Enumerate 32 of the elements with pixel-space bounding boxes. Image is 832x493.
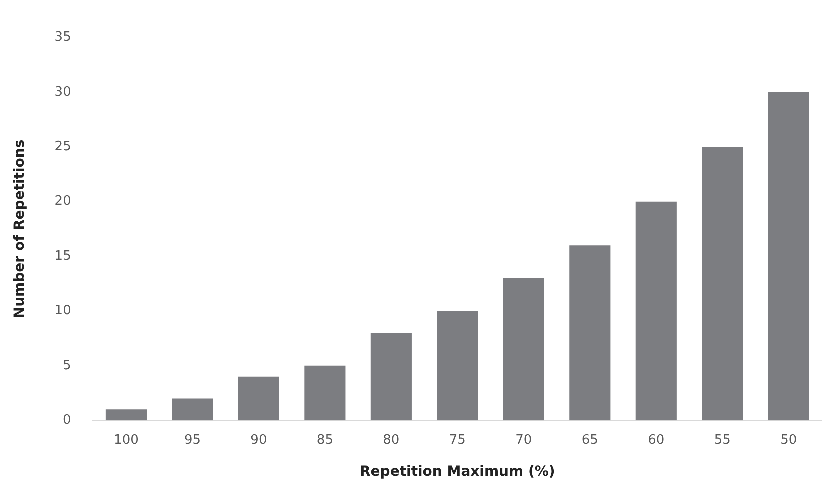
y-tick-label: 30 (54, 84, 72, 100)
bar (768, 92, 810, 421)
bar (503, 278, 544, 421)
y-tick-label: 10 (54, 304, 72, 319)
x-tick-label: 70 (516, 432, 532, 448)
bar (570, 246, 611, 421)
x-tick-label: 95 (184, 432, 201, 448)
x-tick-label: 50 (780, 432, 798, 448)
x-tick-label: 55 (714, 432, 731, 448)
x-tick-label: 75 (449, 432, 466, 448)
bar (106, 410, 147, 421)
y-tick-label: 5 (63, 358, 72, 374)
bar (370, 333, 412, 421)
x-tick-label: 90 (250, 432, 268, 448)
y-tick-label: 20 (54, 194, 72, 210)
x-tick-label: 60 (648, 432, 665, 448)
x-tick-label: 85 (316, 432, 334, 448)
y-tick-label: 35 (54, 30, 72, 46)
bar (636, 202, 677, 421)
y-axis-title: Number of Repetitions (12, 140, 28, 319)
x-tick-label: 100 (114, 432, 139, 448)
y-tick-label: 15 (54, 248, 72, 264)
y-tick-label: 25 (54, 140, 72, 155)
x-axis-title: Repetition Maximum (%) (360, 464, 556, 480)
bar (702, 147, 744, 421)
x-tick-label: 80 (383, 432, 400, 448)
bar (304, 366, 346, 421)
y-tick-label: 0 (63, 412, 72, 428)
x-tick-label: 65 (582, 432, 598, 448)
bar (238, 376, 280, 421)
bar (172, 398, 214, 421)
bar (437, 311, 478, 421)
